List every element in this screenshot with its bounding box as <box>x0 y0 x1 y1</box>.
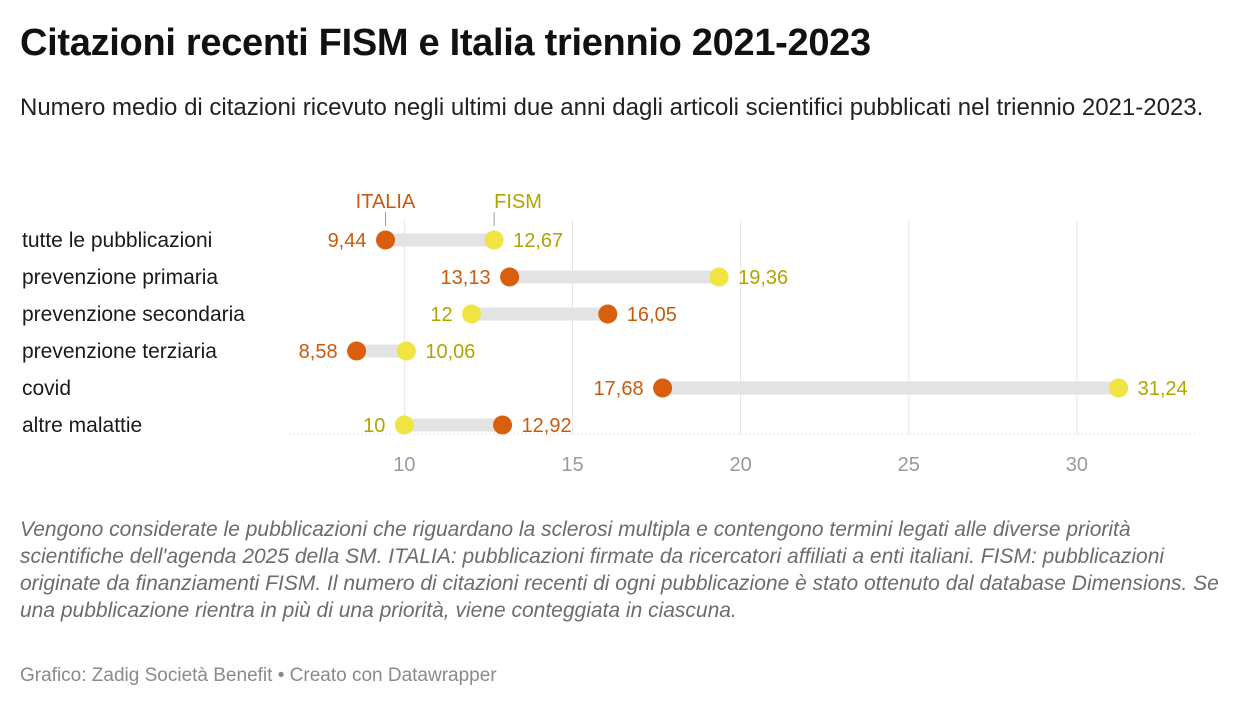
fism-value-label: 10 <box>363 415 385 437</box>
fism-value-label: 12,67 <box>513 230 563 252</box>
chart-labels: 10 15 20 25 30 tutte le pubblicazioni 9,44 12,6… <box>22 229 1188 476</box>
italia-value-label: 13,13 <box>441 267 491 289</box>
byline-source: Grafico: Zadig Società Benefit <box>20 665 273 686</box>
byline-separator: • <box>277 665 285 686</box>
fism-value-label: 19,36 <box>738 267 788 289</box>
fism-point <box>462 304 482 324</box>
chart-byline: Grafico: Zadig Società Benefit • Creato … <box>20 665 497 687</box>
italia-value-label: 9,44 <box>328 230 367 252</box>
italia-value-label: 17,68 <box>594 378 644 400</box>
x-tick-label: 25 <box>898 454 920 476</box>
category-label: prevenzione terziaria <box>22 340 217 363</box>
chart-subtitle: Numero medio di citazioni ricevuto negli… <box>20 94 1204 121</box>
fism-value-label: 12 <box>430 304 452 326</box>
italia-value-label: 16,05 <box>627 304 677 326</box>
category-label: prevenzione primaria <box>22 266 218 289</box>
category-label: prevenzione secondaria <box>22 303 245 326</box>
x-tick-label: 10 <box>393 454 415 476</box>
data-points <box>347 230 1129 435</box>
italia-value-label: 8,58 <box>299 341 338 363</box>
fism-point <box>709 267 729 287</box>
italia-value-label: 12,92 <box>522 415 572 437</box>
series-legend: ITALIA FISM <box>356 191 542 226</box>
chart-notes: Vengono considerate le pubblicazioni che… <box>20 518 1219 622</box>
italia-point <box>493 415 513 435</box>
x-tick-label: 20 <box>730 454 752 476</box>
italia-legend-label: ITALIA <box>356 191 416 213</box>
chart-title: Citazioni recenti FISM e Italia triennio… <box>20 22 871 64</box>
fism-value-label: 31,24 <box>1138 378 1188 400</box>
italia-point <box>598 304 618 324</box>
italia-point <box>653 378 673 398</box>
category-label: altre malattie <box>22 414 142 437</box>
fism-point <box>484 230 504 250</box>
x-tick-label: 30 <box>1066 454 1088 476</box>
byline-credit: Creato con Datawrapper <box>289 665 497 686</box>
grid-layer <box>290 220 1198 435</box>
category-label: tutte le pubblicazioni <box>22 229 212 252</box>
fism-point <box>396 341 416 361</box>
category-label: covid <box>22 377 71 400</box>
x-tick-label: 15 <box>561 454 583 476</box>
italia-point <box>500 267 520 287</box>
fism-point <box>1109 378 1129 398</box>
fism-point <box>394 415 414 435</box>
italia-point <box>376 230 396 250</box>
range-dot-chart: ITALIA FISM 10 15 20 25 30 tutte le pubblicazi… <box>22 191 1198 476</box>
fism-value-label: 10,06 <box>425 341 475 363</box>
italia-point <box>347 341 367 361</box>
fism-legend-label: FISM <box>494 191 542 213</box>
